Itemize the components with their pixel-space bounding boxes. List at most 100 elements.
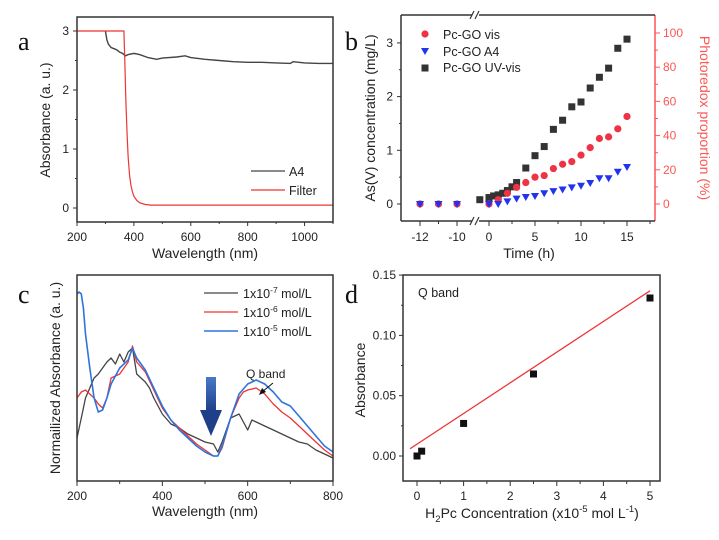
d-point — [413, 452, 421, 460]
panel-c: 200 400 600 800 Wavelength (nm) Normailized… — [47, 274, 343, 519]
d-plot-frame — [402, 274, 661, 482]
b-y-right-tick-label: 20 — [663, 163, 677, 177]
c-ticks-group: 200 400 600 800 — [67, 481, 343, 503]
panel-letter-c: c — [18, 280, 30, 309]
b-point-vis — [623, 112, 631, 121]
b-axis-break-top — [469, 10, 480, 20]
b-point-uvvis — [568, 103, 576, 111]
b-point-a4 — [558, 186, 567, 194]
c-legend-1e-7-exp: -7 — [270, 285, 278, 295]
c-legend: 1x10-7 mol/L 1x10-6 mol/L 1x10-5 mol/L — [204, 285, 312, 339]
c-x-tick-label: 600 — [238, 489, 258, 503]
b-y-axis-right-label: Photoredox proportion (%) — [697, 36, 713, 200]
c-line-e-5 — [76, 291, 334, 457]
d-fit-line — [409, 290, 651, 450]
a-x-tick-label: 400 — [124, 230, 144, 244]
b-legend-label-vis: Pc-GO vis — [443, 28, 500, 42]
b-point-uvvis — [508, 183, 516, 191]
d-xlabel-sub: 2 — [435, 514, 440, 525]
b-point-a4 — [503, 198, 512, 206]
b-point-vis — [586, 144, 594, 152]
b-point-uvvis — [623, 35, 631, 43]
c-x-tick-label: 200 — [67, 489, 87, 503]
b-ticks-group: -12 -10 0 5 10 15 0 1 2 3 0 20 40 60 80 100 — [386, 26, 683, 244]
b-x-axis-label: Time (h) — [503, 245, 555, 261]
d-point — [530, 370, 537, 378]
b-x-tick-label: 15 — [620, 230, 634, 244]
a-y-tick-label: 2 — [62, 83, 69, 97]
a-legend-label-a4: A4 — [289, 165, 304, 179]
d-xlabel-mid: Pc Concentration (x10 — [441, 505, 580, 521]
b-point-vis — [559, 160, 567, 168]
b-x-tick-label: 5 — [532, 230, 539, 244]
d-point — [460, 419, 468, 427]
c-legend-1e-7-unit: mol/L — [278, 287, 312, 301]
b-legend-label-uvvis: Pc-GO UV-vis — [443, 61, 521, 75]
b-point-uvvis — [476, 196, 484, 204]
b-point-a4 — [567, 184, 576, 192]
b-x-tick-label: -10 — [448, 230, 466, 244]
b-point-a4 — [595, 175, 604, 183]
a-x-tick-label: 600 — [181, 230, 201, 244]
d-x-tick-label: 2 — [507, 489, 514, 503]
c-legend-label-1e-5: 1x10-5 mol/L — [243, 323, 312, 339]
b-point-uvvis — [549, 125, 557, 133]
b-point-a4 — [540, 190, 549, 198]
b-legend-marker-a4 — [421, 48, 429, 55]
b-point-a4 — [531, 192, 539, 200]
c-series-group — [76, 291, 334, 459]
panel-a: 200 400 600 800 1000 0 1 2 3 Wavelength (nm) Abs… — [37, 16, 334, 261]
b-point-a4 — [521, 194, 530, 202]
b-point-vis — [540, 171, 548, 180]
b-x-tick-label: 10 — [574, 230, 588, 244]
a-series-group — [77, 30, 333, 206]
c-x-axis-label: Wavelength (nm) — [152, 503, 258, 519]
c-legend-1e-6-unit: mol/L — [278, 306, 312, 320]
c-x-tick-label: 400 — [152, 489, 172, 503]
b-point-vis — [577, 151, 585, 159]
b-point-a4 — [623, 163, 631, 171]
b-axis-break-bottom — [469, 216, 480, 226]
b-legend-label-a4: Pc-GO A4 — [443, 45, 499, 59]
d-y-tick-label: 0.10 — [373, 328, 397, 342]
d-x-tick-label: 1 — [460, 489, 467, 503]
b-point-a4 — [549, 188, 558, 196]
b-point-vis — [614, 125, 622, 133]
a-x-tick-label: 200 — [67, 230, 87, 244]
b-point-a4 — [512, 195, 521, 203]
b-point-a4 — [604, 175, 613, 183]
b-point-uvvis — [559, 116, 567, 124]
b-point-a4 — [613, 168, 622, 176]
b-point-uvvis — [540, 143, 548, 151]
b-point-uvvis — [499, 189, 507, 197]
b-point-vis — [503, 189, 511, 197]
d-point — [418, 447, 426, 455]
b-point-a4 — [485, 201, 493, 208]
b-point-uvvis — [577, 98, 585, 106]
a-y-axis-label: Absorbance (a. u.) — [37, 62, 53, 177]
b-y-right-tick-label: 100 — [663, 26, 683, 40]
d-y-tick-label: 0.15 — [373, 268, 397, 282]
d-xlabel-exp2: -1 — [626, 504, 634, 515]
a-legend: A4 Filter — [251, 165, 317, 198]
a-line-a4 — [104, 30, 333, 65]
a-x-tick-label: 1000 — [291, 230, 318, 244]
b-point-vis — [531, 173, 539, 181]
d-x-tick-label: 0 — [414, 489, 421, 503]
d-x-tick-label: 5 — [647, 489, 654, 503]
c-x-tick-label: 800 — [323, 489, 343, 503]
c-legend-label-1e-7: 1x10-7 mol/L — [243, 285, 312, 301]
a-y-tick-label: 1 — [62, 142, 69, 156]
b-y-tick-label: 0 — [386, 197, 393, 211]
b-legend-marker-vis — [421, 30, 429, 38]
d-xlabel-h: H — [425, 505, 435, 521]
d-x-axis-label: H2Pc Concentration (x10-5 mol L-1) — [425, 504, 639, 525]
d-x-tick-label: 4 — [600, 489, 607, 503]
b-point-uvvis — [531, 152, 539, 160]
b-y-axis-label: As(V) concentration (mg/L) — [362, 34, 378, 201]
b-point-a4 — [434, 201, 443, 208]
c-q-band-arrow-icon — [259, 382, 274, 395]
c-legend-1e-5-base: 1x10 — [243, 325, 270, 339]
b-point-uvvis — [485, 194, 493, 202]
